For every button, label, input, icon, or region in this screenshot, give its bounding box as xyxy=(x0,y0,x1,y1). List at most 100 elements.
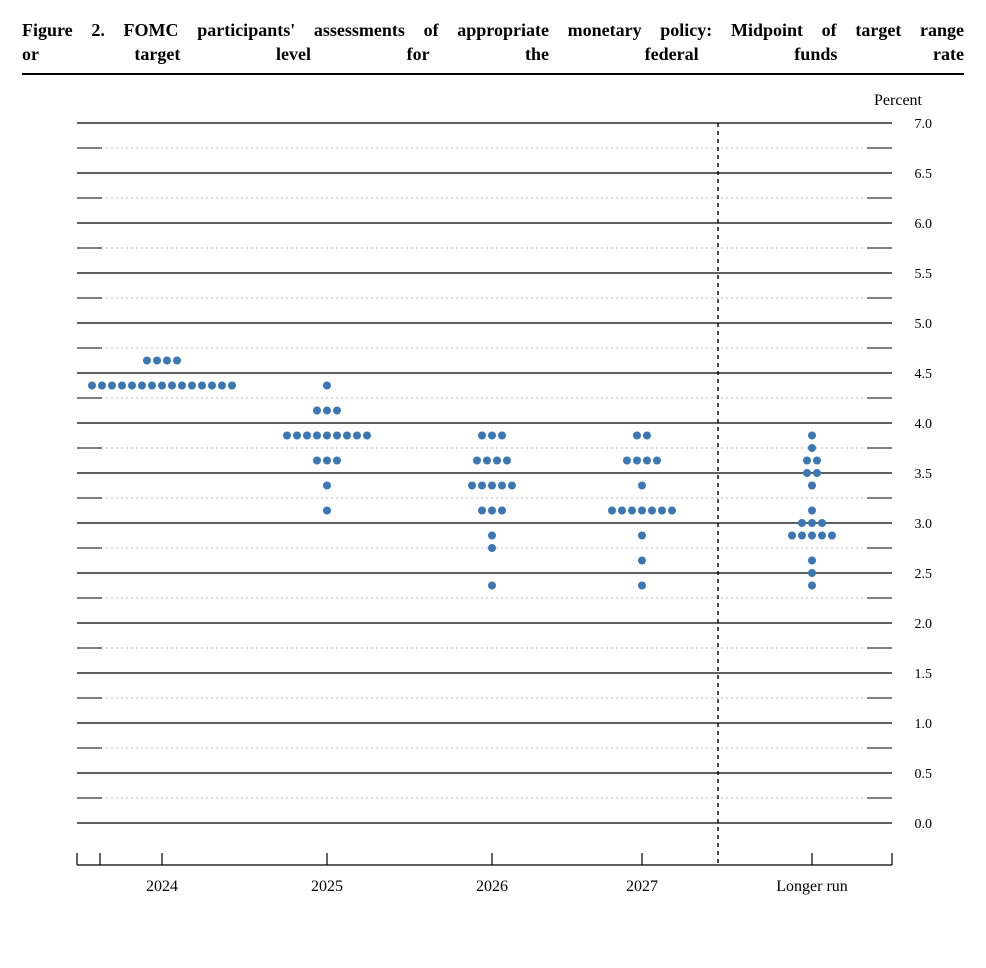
dot xyxy=(488,431,496,439)
dot xyxy=(798,531,806,539)
dot xyxy=(808,569,816,577)
dot xyxy=(173,356,181,364)
dot xyxy=(658,506,666,514)
dot xyxy=(623,456,631,464)
y-tick-label: 7.0 xyxy=(915,117,933,132)
dot xyxy=(498,506,506,514)
dot xyxy=(478,481,486,489)
dot xyxy=(323,406,331,414)
figure-title-line1: Figure 2. FOMC participants' assessments… xyxy=(22,20,964,40)
dot xyxy=(618,506,626,514)
dot xyxy=(143,356,151,364)
dot xyxy=(188,381,196,389)
dot xyxy=(353,431,361,439)
dot xyxy=(158,381,166,389)
y-tick-label: 5.0 xyxy=(915,317,933,332)
x-category-label: 2024 xyxy=(146,878,178,895)
dot xyxy=(643,431,651,439)
dot xyxy=(333,456,341,464)
dot xyxy=(208,381,216,389)
dot xyxy=(803,456,811,464)
dot xyxy=(343,431,351,439)
dot xyxy=(218,381,226,389)
dot xyxy=(178,381,186,389)
figure-title: Figure 2. FOMC participants' assessments… xyxy=(22,18,964,67)
dot xyxy=(808,581,816,589)
dot xyxy=(633,456,641,464)
dot xyxy=(638,481,646,489)
dot xyxy=(333,431,341,439)
dot xyxy=(653,456,661,464)
dot xyxy=(818,531,826,539)
dot xyxy=(803,469,811,477)
dot xyxy=(493,456,501,464)
dot xyxy=(808,444,816,452)
dotplot-chart: 0.0 0.5 1.0 1.5 2.0 2.5 3.0 3.5 4.0 4.5 5.0 5.5 6.0 6… xyxy=(22,83,964,943)
dot xyxy=(163,356,171,364)
dot xyxy=(228,381,236,389)
x-category-label: 2025 xyxy=(311,878,343,895)
dot xyxy=(808,519,816,527)
dot xyxy=(198,381,206,389)
dot xyxy=(88,381,96,389)
y-tick-label: 1.0 xyxy=(915,717,933,732)
y-tick-label: 0.5 xyxy=(915,767,933,782)
dot xyxy=(633,431,641,439)
dot xyxy=(313,406,321,414)
y-tick-label: 6.5 xyxy=(915,167,933,182)
dot xyxy=(813,469,821,477)
dotplot-svg: 0.0 0.5 1.0 1.5 2.0 2.5 3.0 3.5 4.0 4.5 5.0 5.5 6.0 6… xyxy=(22,83,964,943)
dot xyxy=(488,531,496,539)
dot xyxy=(323,506,331,514)
dot xyxy=(638,506,646,514)
page: Figure 2. FOMC participants' assessments… xyxy=(0,0,986,968)
dot xyxy=(638,581,646,589)
dot xyxy=(108,381,116,389)
dot xyxy=(363,431,371,439)
dot xyxy=(323,456,331,464)
y-tick-label: 5.5 xyxy=(915,267,933,282)
y-tick-label: 3.5 xyxy=(915,467,933,482)
dot xyxy=(313,456,321,464)
dot xyxy=(628,506,636,514)
dot xyxy=(303,431,311,439)
dot xyxy=(828,531,836,539)
dot xyxy=(333,406,341,414)
x-category-label: 2027 xyxy=(626,878,658,895)
dot xyxy=(608,506,616,514)
y-tick-label: 1.5 xyxy=(915,667,933,682)
dot xyxy=(128,381,136,389)
dot xyxy=(323,431,331,439)
dot xyxy=(808,556,816,564)
dot xyxy=(478,506,486,514)
y-tick-label: 4.5 xyxy=(915,367,933,382)
dot xyxy=(478,431,486,439)
y-tick-label: 0.0 xyxy=(915,817,933,832)
dot xyxy=(808,531,816,539)
dot xyxy=(323,481,331,489)
dot xyxy=(808,506,816,514)
dot xyxy=(488,481,496,489)
dot xyxy=(508,481,516,489)
dot xyxy=(818,519,826,527)
dot xyxy=(668,506,676,514)
dot xyxy=(98,381,106,389)
dot xyxy=(148,381,156,389)
y-tick-label: 2.0 xyxy=(915,617,933,632)
y-tick-label: 2.5 xyxy=(915,567,933,582)
x-category-label: 2026 xyxy=(476,878,508,895)
dot xyxy=(293,431,301,439)
figure-title-rule xyxy=(22,73,964,75)
dot xyxy=(808,481,816,489)
dot xyxy=(488,581,496,589)
dot xyxy=(153,356,161,364)
dot xyxy=(118,381,126,389)
y-tick-label: 4.0 xyxy=(915,417,933,432)
figure-title-line2: or target level for the federal funds ra… xyxy=(22,44,964,64)
dot xyxy=(323,381,331,389)
y-tick-label: 6.0 xyxy=(915,217,933,232)
dot xyxy=(138,381,146,389)
x-category-label: Longer run xyxy=(776,878,848,895)
dot xyxy=(808,431,816,439)
y-tick-label: 3.0 xyxy=(915,517,933,532)
